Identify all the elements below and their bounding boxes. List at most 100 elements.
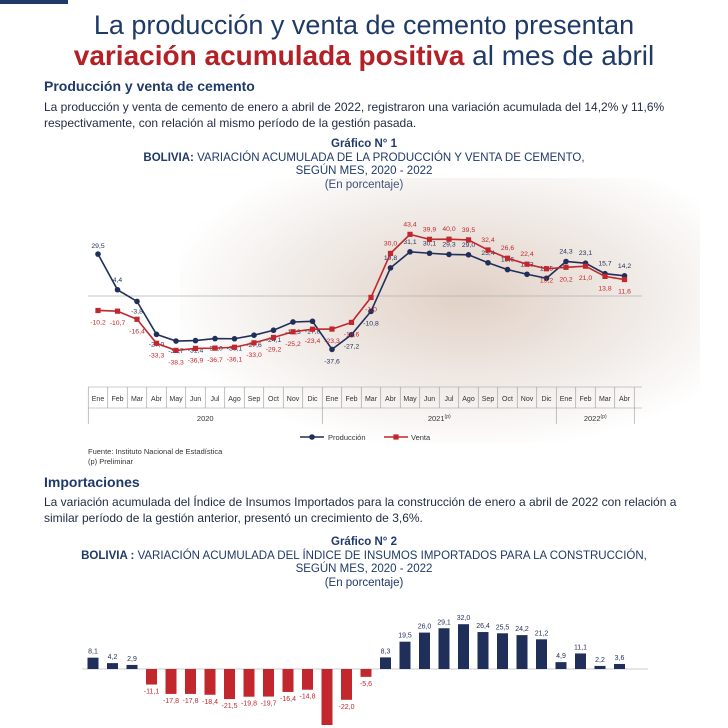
produccion-point	[446, 251, 452, 258]
produccion-point	[543, 275, 550, 282]
venta-point	[563, 264, 569, 270]
data-label: 29,1	[437, 619, 451, 626]
venta-point	[329, 326, 335, 332]
produccion-point	[153, 331, 160, 338]
data-label: -14,8	[300, 694, 316, 701]
bar	[107, 663, 118, 669]
data-label: 40,0	[442, 226, 455, 233]
x-tick-label: Abr	[619, 396, 631, 403]
bar	[438, 628, 450, 669]
data-label: 13,8	[598, 285, 611, 292]
bar	[399, 641, 411, 669]
data-label: -33,3	[149, 352, 165, 359]
data-label: -10,8	[363, 320, 379, 327]
x-tick-label: Jul	[211, 396, 220, 403]
chart2-number: Gráfico N° 2	[331, 536, 397, 548]
data-label: 21,0	[579, 275, 592, 282]
venta-point	[134, 316, 140, 322]
produccion-point	[212, 335, 218, 342]
series-line-produccion	[97, 251, 625, 351]
data-label: -23,3	[324, 338, 340, 345]
bar	[360, 669, 372, 677]
data-label: -10,7	[110, 320, 126, 327]
produccion-point	[329, 346, 335, 353]
section-paragraph-imports: La variación acumulada del Índice de Ins…	[44, 495, 677, 525]
data-label: 39,5	[462, 227, 475, 234]
venta-point	[348, 319, 355, 326]
data-label: -36,1	[227, 356, 243, 363]
bar	[341, 669, 352, 700]
data-label: 32,4	[481, 237, 494, 244]
data-label: -5,6	[360, 681, 372, 688]
chart2-title: Gráfico N° 2 BOLIVIA : VARIACIÓN ACUMULA…	[0, 536, 728, 590]
section-paragraph-cement: La producción y venta de cemento de ener…	[44, 100, 665, 130]
chart2-country: BOLIVIA :	[81, 549, 135, 562]
bar	[614, 663, 625, 669]
produccion-point	[504, 266, 511, 273]
data-label: -36,7	[207, 357, 223, 364]
venta-point	[212, 345, 218, 351]
data-label: -31,4	[188, 348, 204, 355]
bar	[282, 669, 294, 692]
chart1-country: BOLIVIA:	[143, 151, 194, 164]
legend-marker-produccion	[309, 434, 315, 440]
data-label: 43,4	[403, 221, 416, 228]
x-tick-label: Nov	[287, 396, 300, 403]
data-label: -19,7	[261, 701, 277, 708]
x-tick-label: Oct	[502, 396, 513, 403]
cement-bags-background-photo	[180, 178, 700, 443]
produccion-point	[368, 308, 374, 315]
data-label: 20,2	[559, 276, 572, 283]
produccion-point	[563, 258, 569, 265]
venta-point	[407, 231, 413, 237]
x-tick-label: Dic	[541, 396, 552, 403]
produccion-point	[270, 327, 277, 334]
x-tick-label: Mar	[599, 396, 612, 403]
bar	[224, 669, 235, 700]
section-heading-imports: Importaciones	[44, 474, 140, 490]
legend-label-produccion: Producción	[328, 433, 366, 442]
venta-point	[231, 344, 238, 350]
produccion-point	[231, 335, 238, 342]
corner-accent-bar	[0, 0, 68, 4]
data-label: 26,0	[418, 624, 432, 631]
page-title-line2: variación acumulada positiva al mes de a…	[0, 40, 728, 72]
data-label: 4,2	[108, 654, 118, 661]
page-title-line1: La producción y venta de cemento present…	[93, 10, 635, 40]
data-label: 4,9	[556, 653, 566, 660]
data-label: 8,1	[88, 649, 98, 656]
data-label: 31,1	[403, 239, 416, 246]
venta-point	[290, 329, 296, 335]
produccion-point	[173, 338, 179, 344]
venta-point	[426, 236, 433, 242]
data-label: -24,1	[266, 337, 282, 344]
data-label: -33,0	[246, 352, 262, 359]
data-label: 25,5	[496, 624, 510, 631]
x-tick-label: Oct	[268, 396, 279, 403]
data-label: -16,4	[280, 696, 296, 703]
data-label: -27,2	[344, 344, 360, 351]
venta-point	[465, 237, 472, 243]
data-label: 29,0	[462, 242, 475, 249]
data-label: 22,4	[520, 251, 533, 258]
venta-point	[309, 326, 316, 332]
bar	[321, 669, 333, 725]
data-label: 19,5	[398, 633, 412, 640]
venta-point	[114, 308, 121, 314]
data-label: 14,2	[618, 263, 631, 270]
x-tick-label: Feb	[579, 396, 591, 403]
bar	[536, 639, 547, 669]
data-label: -19,8	[241, 701, 257, 708]
venta-point	[582, 263, 589, 269]
data-label: 23,4	[481, 250, 494, 257]
x-tick-label: Ene	[326, 396, 339, 403]
data-label: -27,6	[246, 342, 262, 349]
data-label: -1,0	[365, 306, 377, 313]
data-label: -25,2	[285, 341, 301, 348]
data-label: 4,4	[113, 277, 123, 284]
chart2-subtitle: SEGÚN MES, 2020 - 2022	[295, 563, 433, 575]
data-label: 29,5	[91, 243, 104, 250]
produccion-point	[465, 252, 472, 258]
bar	[302, 669, 313, 690]
x-tick-label: Feb	[111, 396, 123, 403]
